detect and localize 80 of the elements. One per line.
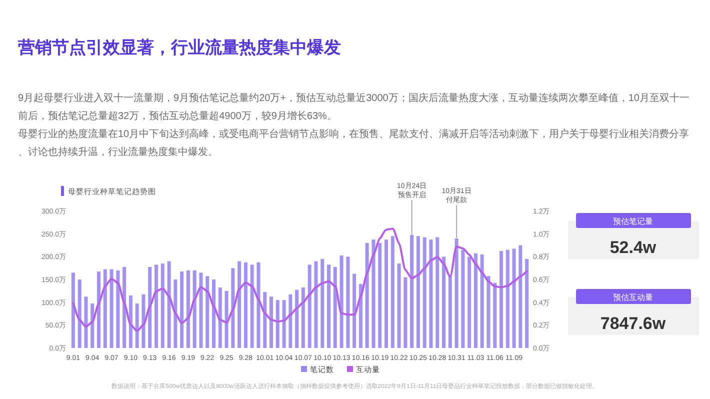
chart-title: 营销节点引效显著，行业流量热度集中爆发 [17,38,341,57]
bar [263,292,267,348]
bar [365,242,369,348]
bar [474,253,478,348]
bar [340,256,344,348]
bar [244,262,248,348]
bar [486,276,490,348]
bar [122,266,126,348]
bar [525,258,529,348]
text: 9月起母婴行业进入双十一流量期，9月预估笔记总量约20万+，预估互动总量近3000万；国庆后流量热度大涨，互动量连续两次攀至峰值，10月至双十一前后，预估笔记总量超32万，预估互动总量超4900万，较9月增长63%。 [18,92,690,122]
bar [148,266,152,348]
bar [461,250,465,348]
bar [78,280,82,348]
bar [218,287,222,348]
bar [90,303,94,348]
text: 母婴行业的热度流量在10月中下旬达到高峰，或受电商平台营销节点影响，在预售、尾款支付、满减开启等活动刺激下，用户关于母婴行业相关消费分享、讨论也持续升温，行业流量热度集中爆发。 [18,128,690,158]
bar [276,300,280,348]
bar [288,294,292,348]
bar [199,272,203,348]
bar [103,269,107,348]
bar [174,280,178,348]
bar [448,276,452,348]
bar [167,261,171,348]
bar [333,266,337,348]
bar [436,237,440,348]
bar [295,290,299,348]
text: 7847.6w [600,314,666,333]
bar [404,277,408,348]
bar [372,240,376,348]
bar [116,270,120,348]
bar [110,269,114,348]
bar [410,234,414,348]
bar [160,264,164,348]
bar [301,287,305,348]
bar [442,256,446,348]
bar [154,264,158,348]
text: 52.4w [610,238,657,257]
text: 预估笔记量 [613,217,653,226]
bar [186,270,190,348]
bar [512,248,516,348]
bar [468,256,472,348]
bar [128,295,132,348]
bar [454,238,458,348]
bar [499,250,504,348]
bar [96,272,101,348]
bar [192,270,196,348]
bar [256,262,260,348]
bar [224,290,228,348]
bar [416,236,420,348]
bar [378,242,382,348]
bar [352,274,356,348]
bar [231,268,235,348]
bar [238,261,242,348]
bar [326,264,331,348]
bar [518,245,522,348]
bar [250,264,254,348]
bar [493,282,497,348]
bar [142,294,146,348]
bar [390,236,394,348]
text: 预估互动量 [613,293,653,302]
bar [506,250,510,348]
bar [308,264,312,348]
bar [480,254,484,348]
line-series [72,228,528,332]
bar [346,256,350,348]
bar [71,272,75,348]
bar [84,296,88,348]
bar [212,280,216,348]
bar [397,264,401,348]
bar [358,284,362,348]
bar [180,272,184,348]
bar [206,276,210,348]
bar [429,240,433,348]
bar [422,237,426,348]
bar [282,300,286,348]
bar [135,303,139,348]
bar [269,296,274,348]
bar [320,258,324,348]
bar [314,261,318,348]
bar [384,240,388,348]
